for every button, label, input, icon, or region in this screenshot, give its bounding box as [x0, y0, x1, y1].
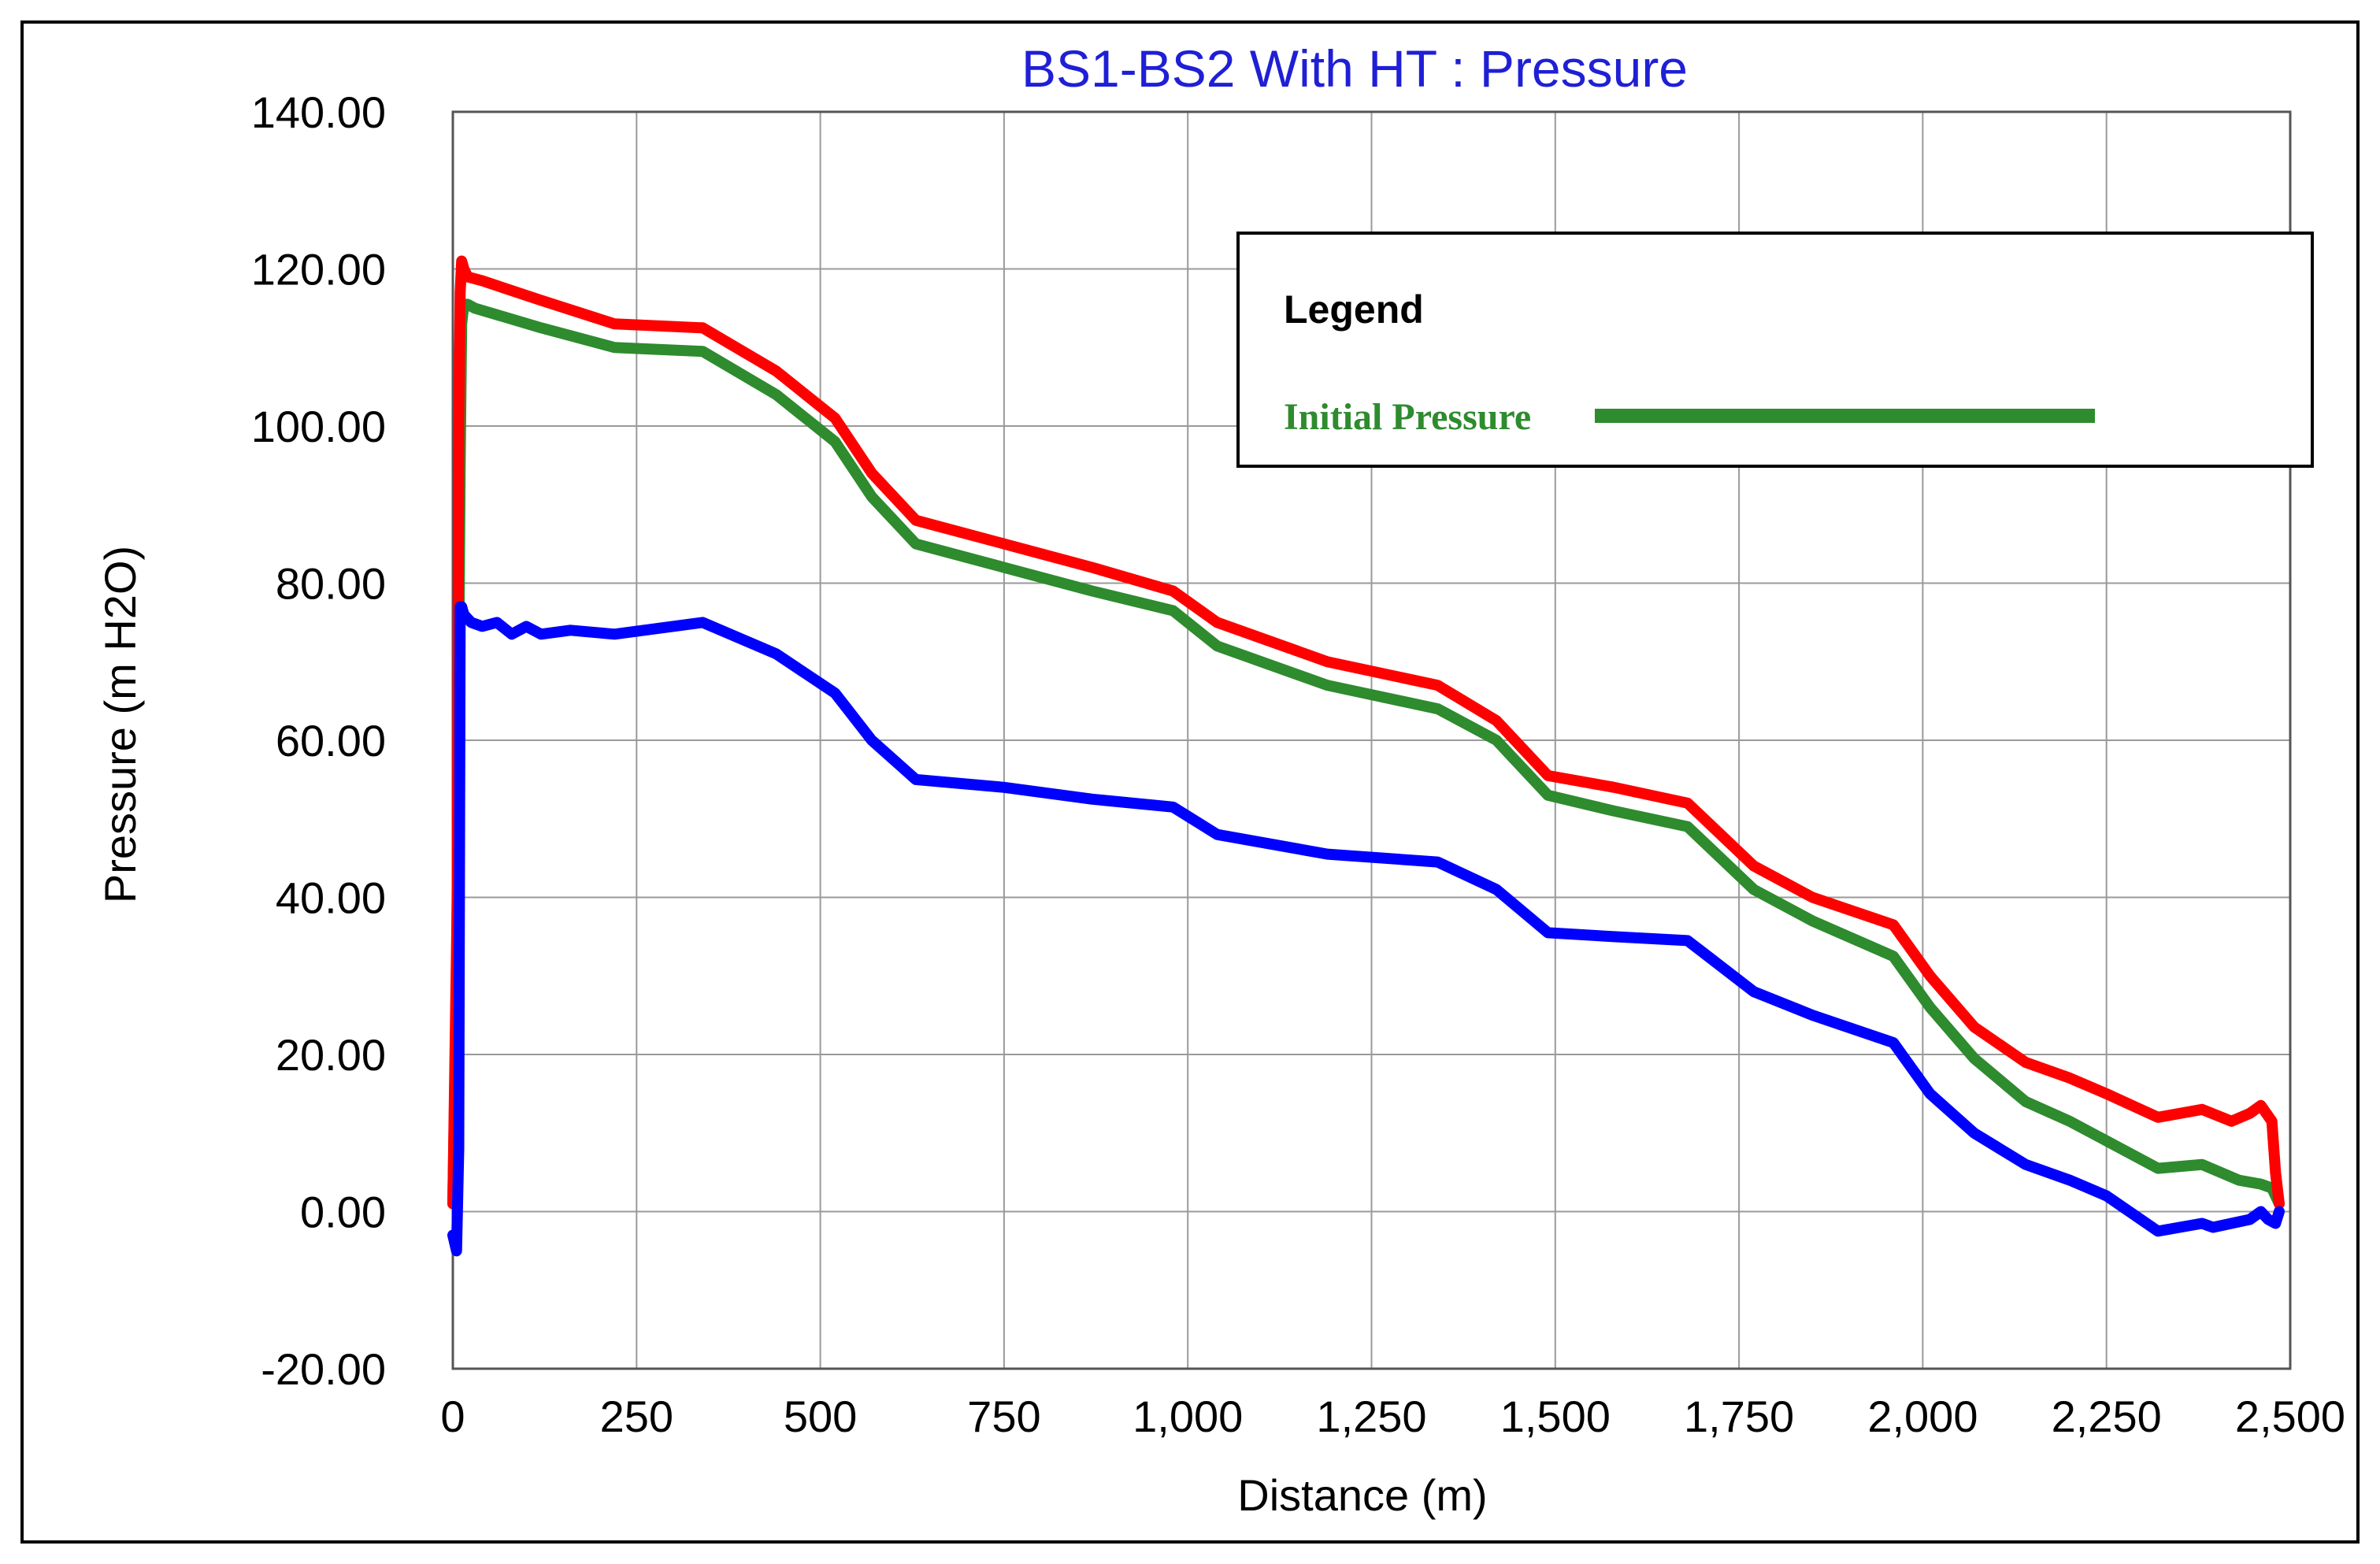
y-axis-label: Pressure (m H2O)	[95, 546, 145, 903]
y-axis-ticks: -20.00 0.00 20.00 40.00 60.00 80.00 100.00 120.…	[251, 87, 386, 1394]
y-tick-label: 80.00	[276, 559, 386, 609]
x-tick-label: 1,250	[1316, 1392, 1426, 1441]
x-tick-label: 2,000	[1867, 1392, 1978, 1441]
x-axis-label: Distance (m)	[1237, 1470, 1487, 1520]
legend-title: Legend	[1284, 287, 1424, 332]
y-tick-label: 0.00	[300, 1188, 386, 1237]
legend: Legend Initial Pressure	[1236, 232, 2314, 468]
y-tick-label: 60.00	[276, 716, 386, 765]
legend-entry-label: Initial Pressure	[1284, 396, 1531, 438]
x-axis-ticks: 0 250 500 750 1,000 1,250 1,500 1,750 2,000 2,250…	[440, 1392, 2345, 1441]
x-tick-label: 250	[600, 1392, 673, 1441]
x-tick-label: 750	[967, 1392, 1040, 1441]
series-line-blue-series	[447, 601, 2285, 1257]
series-line-red-series	[447, 255, 2285, 1210]
x-tick-label: 1,000	[1133, 1392, 1243, 1441]
y-tick-label: 120.00	[251, 245, 386, 295]
y-tick-label: 100.00	[251, 402, 386, 451]
y-tick-label: 140.00	[251, 87, 386, 137]
y-tick-label: -20.00	[261, 1344, 386, 1394]
y-tick-label: 20.00	[276, 1030, 386, 1080]
x-tick-label: 500	[784, 1392, 857, 1441]
chart-title: BS1-BS2 With HT : Pressure	[1021, 39, 1688, 98]
y-tick-label: 40.00	[276, 873, 386, 923]
x-tick-label: 2,250	[2052, 1392, 2162, 1441]
x-tick-label: 1,500	[1500, 1392, 1611, 1441]
x-tick-label: 2,500	[2235, 1392, 2345, 1441]
x-tick-label: 1,750	[1684, 1392, 1794, 1441]
x-tick-label: 0	[440, 1392, 465, 1441]
legend-box	[1236, 232, 2314, 468]
series-line-initial-pressure	[447, 298, 2285, 1210]
series-layer	[447, 255, 2285, 1257]
